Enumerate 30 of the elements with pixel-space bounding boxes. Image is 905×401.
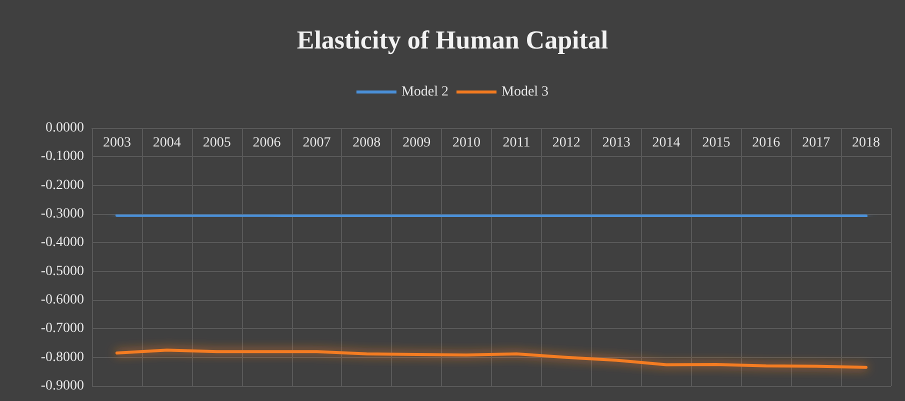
y-tick-label: -0.7000 [40, 321, 84, 336]
x-tick-label: 2018 [852, 136, 880, 150]
x-tick-label: 2017 [802, 136, 830, 150]
x-tick-label: 2006 [252, 136, 281, 150]
x-tick-label: 2004 [152, 136, 181, 150]
x-tick-label: 2003 [102, 136, 131, 150]
legend-label: Model 2 [401, 84, 449, 100]
y-tick-label: -0.4000 [40, 235, 84, 250]
x-tick-label: 2013 [602, 136, 630, 150]
x-tick-label: 2009 [402, 136, 431, 150]
x-tick-label: 2008 [352, 136, 381, 150]
line-series [115, 348, 868, 369]
x-tick-label: 2014 [652, 136, 680, 150]
y-tick-label: -0.1000 [40, 149, 84, 164]
chart-title: Elasticity of Human Capital [296, 26, 608, 54]
y-tick-label: -0.6000 [40, 292, 84, 308]
y-tick-label: -0.3000 [40, 206, 84, 222]
y-tick-label: 0.0000 [46, 120, 84, 136]
y-tick-label: -0.2000 [40, 178, 84, 193]
x-tick-label: 2016 [752, 136, 780, 150]
x-tick-label: 2015 [702, 136, 730, 150]
y-tick-label: -0.5000 [40, 264, 84, 279]
x-tick-label: 2010 [452, 136, 481, 150]
y-tick-label: -0.8000 [40, 350, 84, 365]
legend-label: Model 3 [502, 84, 549, 100]
x-tick-label: 2005 [202, 136, 231, 150]
y-tick-label: -0.9000 [40, 378, 84, 394]
x-tick-label: 2011 [502, 136, 530, 150]
x-tick-label: 2007 [302, 136, 331, 150]
x-tick-label: 2012 [552, 136, 580, 150]
